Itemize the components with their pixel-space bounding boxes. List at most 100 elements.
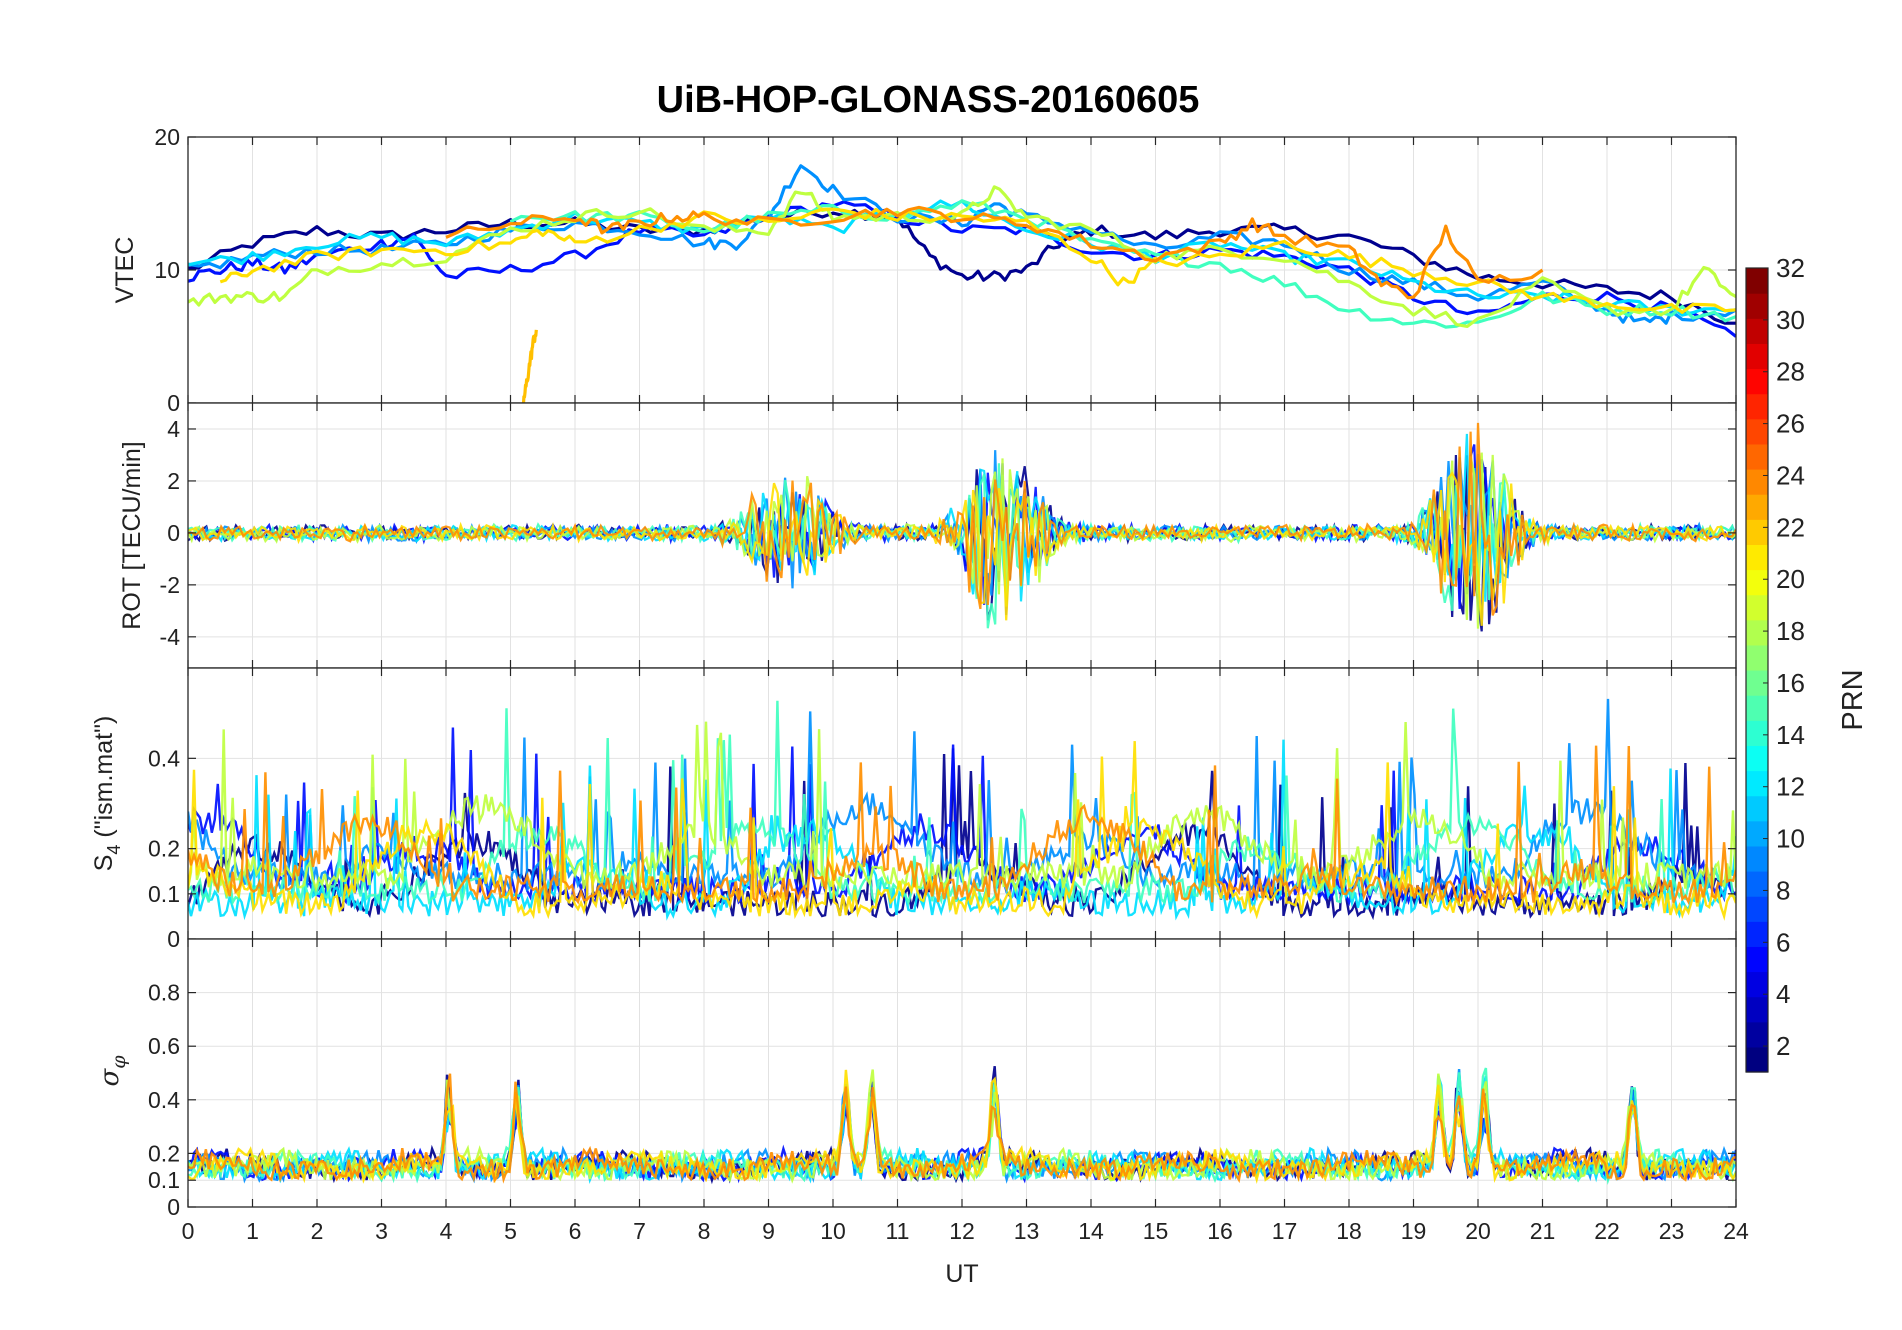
y-tick-label: -4	[160, 624, 181, 650]
x-tick-label: 21	[1530, 1218, 1556, 1244]
colorbar-tick-label: 8	[1776, 875, 1790, 905]
colorbar-tick-label: 10	[1776, 824, 1805, 854]
x-tick-label: 20	[1465, 1218, 1491, 1244]
y-tick-label: 4	[167, 416, 180, 442]
colorbar-segment	[1746, 820, 1768, 847]
x-tick-label: 17	[1272, 1218, 1298, 1244]
y-tick-label: 0.4	[148, 745, 180, 771]
x-tick-label: 9	[762, 1218, 775, 1244]
vtec-series-line	[188, 164, 1736, 325]
colorbar-segment	[1746, 845, 1768, 872]
colorbar-tick-label: 24	[1776, 460, 1805, 490]
colorbar-segment	[1746, 745, 1768, 772]
series-group	[188, 164, 1736, 403]
chart-title: UiB-HOP-GLONASS-20160605	[657, 79, 1200, 121]
y-tick-label: 0.4	[148, 1087, 180, 1113]
panel-sigma-phi: 00.10.20.40.60.80 1 2 3 4 5 6 7 8 9 10 11 12 13 14 15 16…	[95, 938, 1749, 1244]
colorbar-segment	[1746, 644, 1768, 671]
colorbar-segment	[1746, 619, 1768, 646]
colorbar-segment	[1746, 971, 1768, 998]
y-tick-label: 20	[154, 124, 180, 150]
y-axis-label: ROT [TECU/min]	[118, 441, 146, 629]
sigma-phi-series-line	[188, 1073, 1736, 1184]
colorbar-segment	[1746, 921, 1768, 947]
x-tick-label: 14	[1078, 1218, 1104, 1244]
y-tick-label: -2	[160, 572, 180, 598]
colorbar-segment	[1746, 368, 1768, 395]
x-tick-label: 12	[949, 1218, 975, 1244]
colorbar-segment	[1746, 946, 1768, 973]
x-tick-label: 3	[375, 1218, 388, 1244]
vtec-series-line	[521, 329, 538, 403]
colorbar-tick-label: 14	[1776, 720, 1805, 750]
x-tick-label: 2	[311, 1218, 324, 1244]
panel-s4: 0 0.1 0.2 0.4 S4 ("ism.mat")	[90, 667, 1737, 952]
colorbar-tick-label: 28	[1776, 357, 1805, 387]
colorbar-segment	[1746, 594, 1768, 621]
colorbar-segment	[1746, 418, 1768, 445]
series-group	[188, 422, 1736, 632]
x-tick-label: 22	[1594, 1218, 1620, 1244]
y-axis-label: S4 ("ism.mat")	[90, 716, 124, 872]
rot-series-line	[188, 422, 1736, 616]
s4-series-line	[188, 739, 1736, 921]
colorbar-segment	[1746, 519, 1768, 545]
colorbar-segment	[1746, 695, 1768, 721]
y-tick-label: 0	[167, 1194, 180, 1220]
x-tick-label: 8	[698, 1218, 711, 1244]
y-tick-label: 0	[167, 520, 180, 546]
y-axis-label: σφ	[95, 1055, 130, 1087]
x-tick-label: 4	[440, 1218, 453, 1244]
x-tick-label: 16	[1207, 1218, 1233, 1244]
colorbar-tick-label: 20	[1776, 564, 1805, 594]
colorbar-tick-label: 2	[1776, 1031, 1790, 1061]
colorbar-segment	[1746, 569, 1768, 596]
x-tick-label: 19	[1401, 1218, 1427, 1244]
colorbar-frame	[1745, 267, 1769, 1073]
vtec-series-line	[188, 200, 1736, 338]
vtec-series-line	[188, 206, 1736, 325]
colorbar-segment	[1746, 795, 1768, 822]
y-tick-label: 2	[167, 468, 180, 494]
colorbar-tick-label: 26	[1776, 409, 1805, 439]
x-tick-label: 15	[1143, 1218, 1169, 1244]
x-axis-label: UT	[945, 1260, 978, 1288]
s4-series-line	[188, 741, 1736, 921]
y-tick-label: 0.6	[148, 1033, 180, 1059]
x-tick-label: 11	[886, 1218, 910, 1244]
y-tick-label: 0	[167, 926, 180, 952]
colorbar-tick-label: 18	[1776, 616, 1805, 646]
x-tick-label: 13	[1014, 1218, 1040, 1244]
colorbar-segment	[1746, 670, 1768, 696]
s4-series-line	[188, 727, 1736, 907]
colorbar-segment	[1746, 268, 1768, 294]
s4-series-line	[188, 698, 1736, 894]
colorbar-segment	[1746, 469, 1768, 495]
vtec-series-line	[219, 207, 1736, 314]
colorbar-segment	[1746, 393, 1768, 420]
colorbar-segment	[1746, 770, 1768, 797]
colorbar-tick-label: 4	[1776, 979, 1790, 1009]
x-tick-label: 6	[569, 1218, 582, 1244]
x-tick-label: 23	[1659, 1218, 1685, 1244]
vtec-series-line	[188, 185, 1736, 328]
y-tick-label: 10	[154, 257, 180, 283]
colorbar-segment	[1746, 871, 1768, 897]
colorbar-tick-label: 30	[1776, 305, 1805, 335]
colorbar-segment	[1746, 318, 1768, 344]
y-tick-label: 0	[167, 390, 180, 416]
series-group	[188, 1066, 1736, 1185]
colorbar-segment	[1746, 343, 1768, 370]
colorbar-segment	[1746, 293, 1768, 319]
s4-series-line	[188, 745, 1736, 906]
colorbar-tick-label: 16	[1776, 668, 1805, 698]
y-tick-label: 0.2	[148, 836, 180, 862]
panel-rot: -4 -2 0 2 4 ROT [TECU/min]	[118, 402, 1737, 669]
colorbar-tick-label: 12	[1776, 772, 1805, 802]
rot-series-line	[188, 471, 1736, 626]
y-tick-label: 0.2	[148, 1140, 180, 1166]
x-tick-label: 1	[246, 1218, 259, 1244]
colorbar-segment	[1746, 1021, 1768, 1048]
